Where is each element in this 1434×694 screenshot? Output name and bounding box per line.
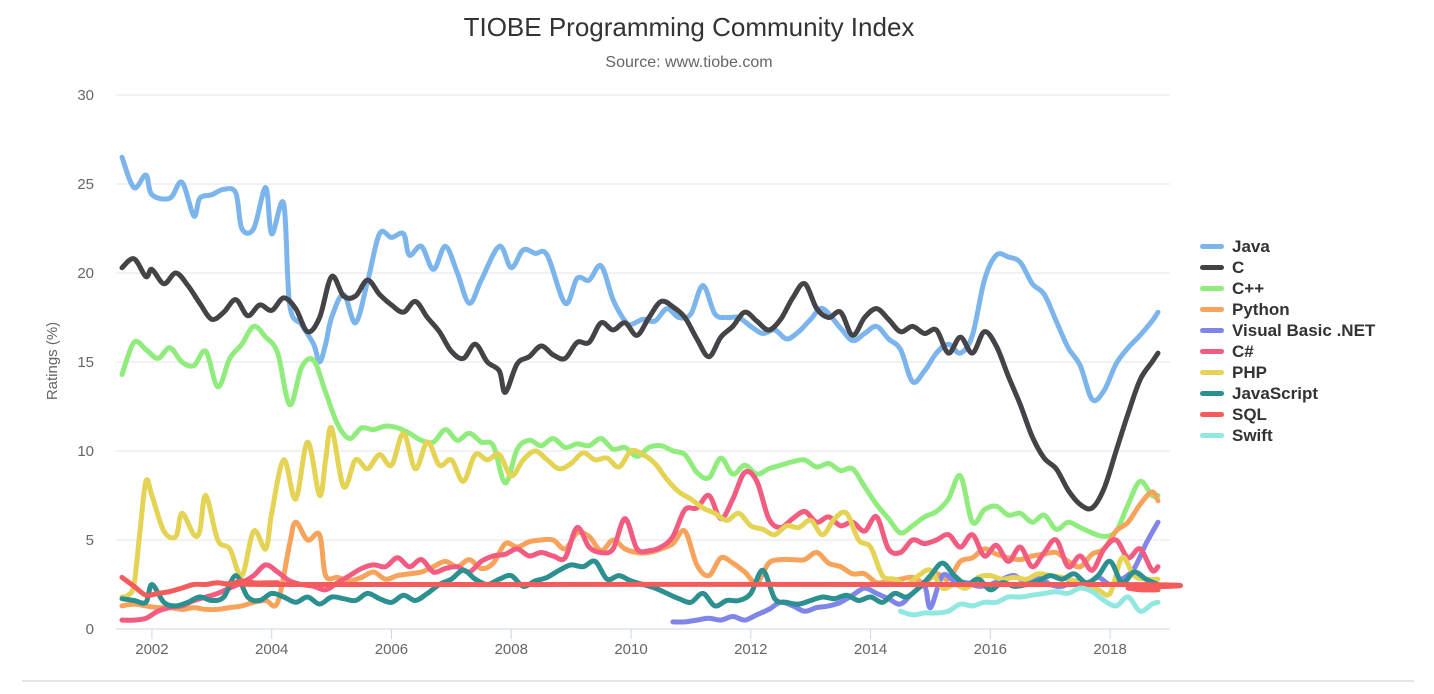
legend-swatch [1200,265,1224,270]
legend-swatch [1200,370,1224,375]
legend: Java C C++ Python Visual Basic .NET C# PHP Java… [1200,236,1375,446]
legend-item-java[interactable]: Java [1200,236,1375,257]
y-tick-label: 15 [77,354,94,371]
x-tick-label: 2004 [255,641,288,658]
y-tick-label: 0 [86,621,94,638]
bottom-divider [22,680,1414,682]
x-tick-label: 2008 [495,641,528,658]
legend-swatch [1200,412,1224,417]
legend-swatch [1200,349,1224,354]
legend-item-visual-basic-net[interactable]: Visual Basic .NET [1200,320,1375,341]
legend-item-c[interactable]: C++ [1200,278,1375,299]
x-tick-label: 2002 [135,641,168,658]
x-tick-label: 2006 [375,641,408,658]
legend-swatch [1200,244,1224,249]
y-tick-label: 30 [77,87,94,104]
legend-item-c[interactable]: C# [1200,341,1375,362]
legend-swatch [1200,391,1224,396]
legend-item-javascript[interactable]: JavaScript [1200,383,1375,404]
series-line-sql [119,574,1183,599]
legend-swatch [1200,307,1224,312]
axes: 0 5 10 15 20 25 30 2002 2004 2006 2008 2010 2012 2014… [77,87,1170,658]
y-axis-title: Ratings (%) [44,322,61,400]
x-tick-label: 2014 [854,641,887,658]
x-tick-label: 2018 [1093,641,1126,658]
legend-label: SQL [1232,404,1267,424]
y-tick-label: 20 [77,265,94,282]
legend-item-python[interactable]: Python [1200,299,1375,320]
x-tick-label: 2010 [614,641,647,658]
x-tick-label: 2016 [974,641,1007,658]
legend-label: Swift [1232,425,1273,445]
series-line-c [119,256,1161,512]
legend-label: C [1232,257,1245,277]
chart-title: TIOBE Programming Community Index [463,12,915,42]
series-line-java [119,154,1161,404]
legend-label: PHP [1232,362,1267,382]
legend-swatch [1200,286,1224,291]
legend-item-c[interactable]: C [1200,257,1375,278]
legend-item-sql[interactable]: SQL [1200,404,1375,425]
legend-item-swift[interactable]: Swift [1200,425,1375,446]
x-tick-label: 2012 [734,641,767,658]
series-lines [119,154,1183,625]
legend-item-php[interactable]: PHP [1200,362,1375,383]
y-tick-label: 25 [77,176,94,193]
legend-swatch [1200,433,1224,438]
legend-label: C# [1232,341,1254,361]
legend-label: C++ [1232,278,1265,298]
series-line-swift [898,585,1161,618]
legend-label: JavaScript [1232,383,1318,403]
y-tick-label: 10 [77,443,94,460]
legend-label: Visual Basic .NET [1232,320,1376,340]
chart-subtitle: Source: www.tiobe.com [605,54,773,71]
legend-label: Python [1232,299,1290,319]
y-tick-label: 5 [86,532,94,549]
legend-swatch [1200,328,1224,333]
legend-label: Java [1232,236,1270,256]
